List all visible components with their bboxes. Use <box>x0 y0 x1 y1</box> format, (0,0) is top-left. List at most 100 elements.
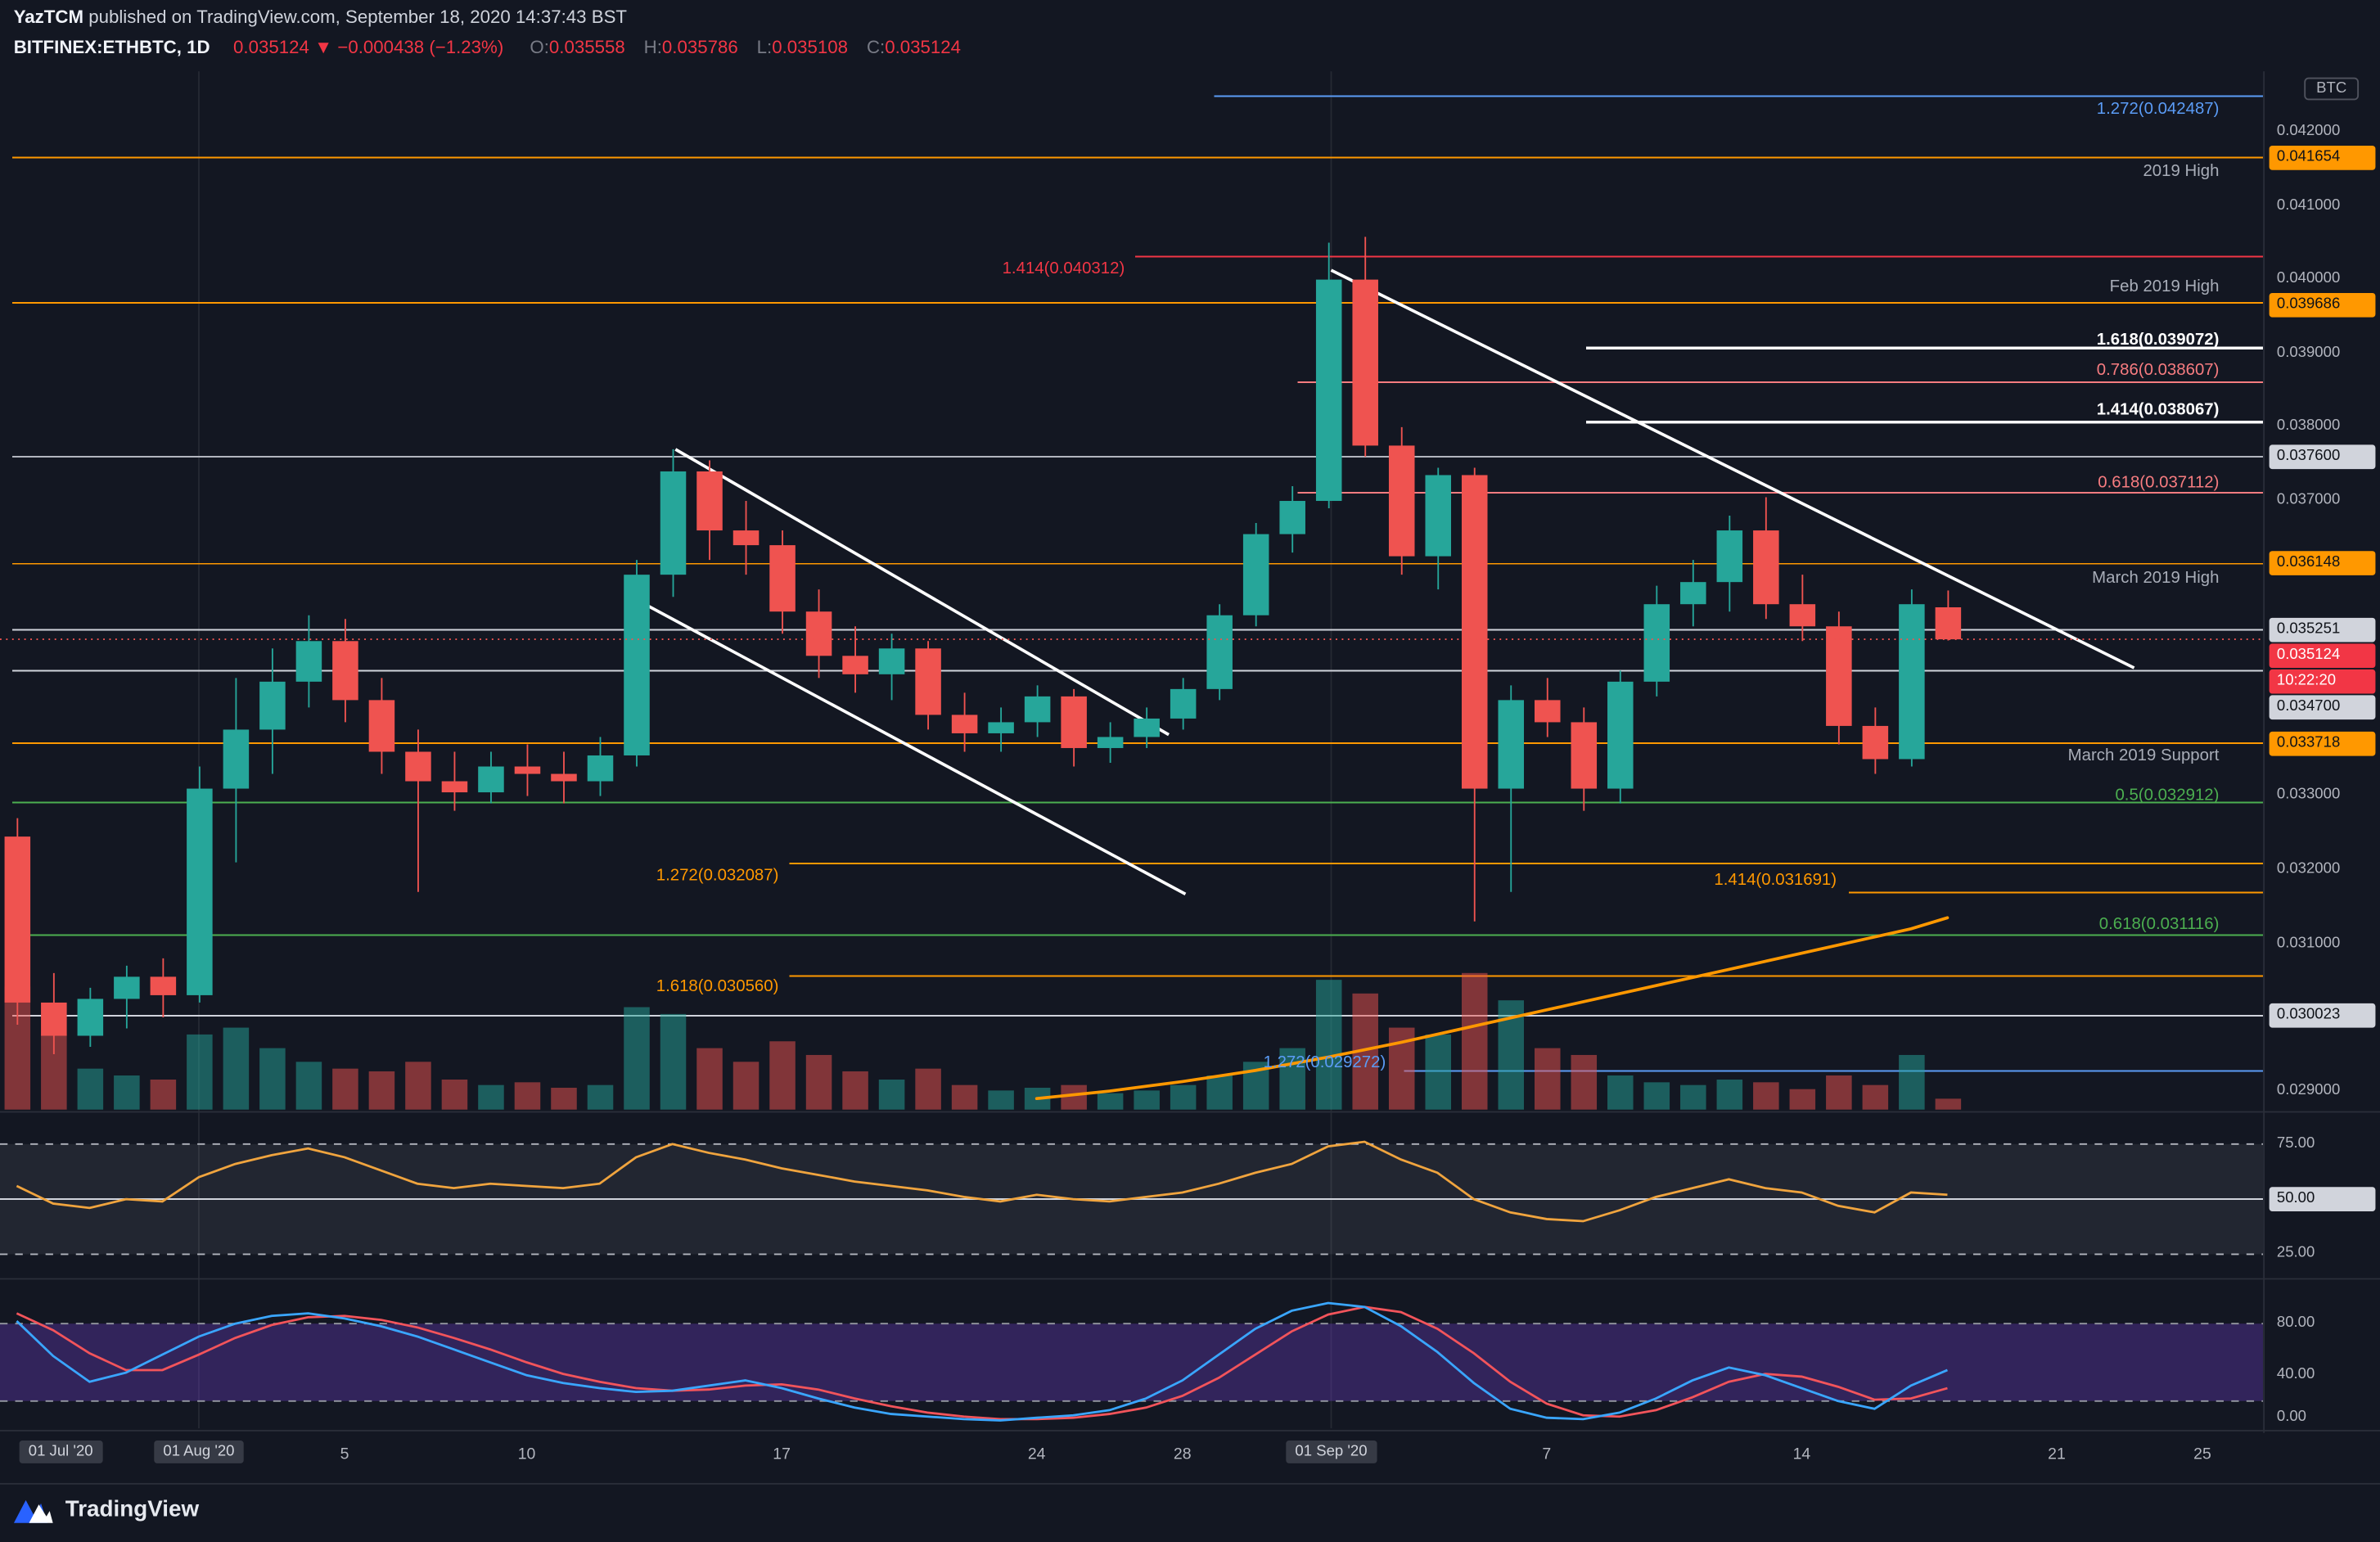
volume-bar <box>114 1075 140 1110</box>
candle-body <box>187 788 213 995</box>
ma-line[interactable] <box>1034 916 1950 1101</box>
tradingview-logo-icon <box>13 1499 53 1523</box>
stoch-axis-label: 40.00 <box>2276 1366 2315 1383</box>
main-pane[interactable]: 1.272(0.042487) 2019 High 1.414(0.040312) F… <box>0 95 2264 1110</box>
volume-bar <box>1206 1075 1233 1110</box>
trendline[interactable] <box>674 448 1170 737</box>
last-price: 0.035124 <box>233 36 309 58</box>
candle-body <box>842 656 868 674</box>
candle-body <box>332 641 358 701</box>
candle-body <box>223 729 250 789</box>
volume-bar <box>660 1013 687 1110</box>
price-axis-label: 0.033000 <box>2276 787 2341 804</box>
change-arrow-icon: ▼ <box>314 36 333 58</box>
price-axis-label: 0.039000 <box>2276 344 2341 362</box>
symbol-interval: BITFINEX:ETHBTC, 1D <box>13 36 210 58</box>
pane-separator-main-rsi[interactable] <box>0 1111 2380 1113</box>
rsi-pane[interactable] <box>0 1140 2264 1256</box>
time-axis-separator <box>0 1430 2380 1432</box>
countdown-badge: 10:22:20 <box>2269 669 2376 694</box>
candle-body <box>551 773 577 782</box>
time-axis-label: 01 Sep '20 <box>1286 1441 1377 1463</box>
volume-bar <box>1935 1098 1962 1110</box>
price-axis-label: 0.033718 <box>2269 730 2376 755</box>
price-axis-label: 0.042000 <box>2276 123 2341 140</box>
volume-bar <box>696 1048 723 1110</box>
volume-bar <box>368 1071 395 1110</box>
price-axis-label: 0.034700 <box>2269 695 2376 720</box>
pane-separator-rsi-stoch[interactable] <box>0 1278 2380 1280</box>
candle-body <box>1680 582 1706 605</box>
volume-bar <box>1826 1075 1852 1110</box>
candle-body <box>114 976 140 999</box>
axis-currency-button[interactable]: BTC <box>2304 77 2360 101</box>
candle-body <box>259 681 286 730</box>
candle-body <box>1826 626 1852 726</box>
candle-body <box>441 781 468 793</box>
candle-body <box>150 976 177 995</box>
rsi-line[interactable] <box>16 1140 1948 1223</box>
volume-bar <box>223 1027 250 1110</box>
candle-body <box>1061 696 1087 748</box>
volume-bar <box>1571 1054 1598 1110</box>
candle-body <box>1279 501 1305 534</box>
stoch-pane[interactable] <box>0 1301 2264 1422</box>
candle-body <box>660 471 687 575</box>
volume-bar <box>805 1054 832 1110</box>
candle-body <box>732 530 760 546</box>
chart-annotation: 0.5(0.032912) <box>2115 786 2219 804</box>
candle-body <box>1571 722 1598 789</box>
candle-body <box>77 999 104 1036</box>
volume-bar <box>878 1079 905 1110</box>
candle-body <box>1315 279 1342 502</box>
time-axis[interactable]: 01 Jul '20 01 Aug '20 5 10 17 24 28 01 Sep '20 7… <box>0 1433 2380 1481</box>
candle-body <box>478 766 504 793</box>
candle-body <box>878 648 905 674</box>
chart-annotation: 2019 High <box>2143 162 2219 180</box>
open-value: 0.035558 <box>548 36 625 58</box>
price-axis-label: 0.030023 <box>2269 1003 2376 1028</box>
price-axis-label: 0.035124 <box>2269 643 2376 669</box>
stoch-band <box>0 1323 2264 1401</box>
candle-body <box>624 575 650 755</box>
close-label: C: <box>866 36 886 58</box>
chart-annotation: 1.414(0.031691) <box>1714 871 1837 889</box>
chart-plot-area[interactable]: 1.272(0.042487) 2019 High 1.414(0.040312) F… <box>0 71 2264 1433</box>
volume-bar <box>295 1062 322 1110</box>
time-axis-label: 5 <box>340 1445 349 1463</box>
volume-bar <box>1716 1079 1743 1110</box>
volume-bar <box>1279 1048 1305 1110</box>
candle-body <box>1461 475 1488 789</box>
candle-body <box>405 751 431 782</box>
price-axis-label: 0.037600 <box>2269 444 2376 469</box>
volume-bar <box>951 1084 978 1110</box>
chart-annotation: 1.414(0.040312) <box>1003 259 1125 277</box>
candle-body <box>295 641 322 682</box>
price-axis-label: 0.040000 <box>2276 270 2341 287</box>
trendline[interactable] <box>1330 268 2135 670</box>
trendline[interactable] <box>638 599 1187 895</box>
price-axis[interactable]: BTC 0.042000 0.041654 0.041000 0.040000 0.03… <box>2263 71 2380 1433</box>
candle-body <box>1716 530 1743 583</box>
time-axis-label: 14 <box>1792 1445 1811 1463</box>
stoch-k-line[interactable] <box>16 1301 1948 1422</box>
chart-annotation: 1.618(0.030560) <box>656 977 779 995</box>
volume-bar <box>1061 1084 1087 1110</box>
stoch-d-line[interactable] <box>16 1305 1948 1421</box>
candle-body <box>696 471 723 531</box>
volume-bar <box>514 1082 541 1110</box>
time-axis-label: 21 <box>2048 1445 2066 1463</box>
volume-bar <box>332 1068 358 1110</box>
candle-body <box>587 755 614 782</box>
price-axis-label: 0.039686 <box>2269 293 2376 318</box>
price-axis-label: 0.035251 <box>2269 617 2376 642</box>
candle-body <box>1899 604 1925 760</box>
price-chart-svg[interactable]: 1.272(0.042487) 2019 High 1.414(0.040312) F… <box>0 71 2264 1433</box>
candle-body <box>1170 688 1197 719</box>
tradingview-link[interactable]: TradingView <box>13 1494 199 1524</box>
price-axis-label: 0.032000 <box>2276 860 2341 877</box>
candle-body <box>1097 737 1124 748</box>
candle-body <box>1935 606 1962 640</box>
candle-body <box>1535 700 1561 723</box>
